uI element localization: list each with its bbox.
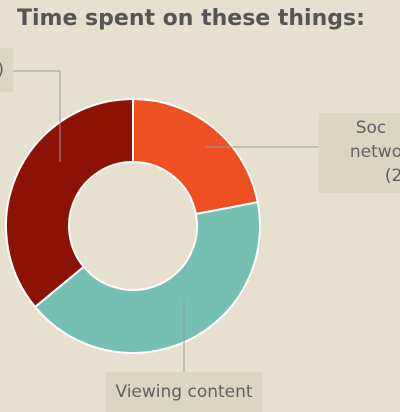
- donut-chart: [0, 0, 400, 400]
- slice-label-social-networking: Soc netwo (22: [319, 113, 400, 193]
- donut-slice-social-networking: [133, 99, 258, 214]
- slice-label-viewing-content: Viewing content: [106, 372, 262, 412]
- slice-label-social-line1: Soc: [356, 116, 387, 140]
- slice-label-social-line3: (22: [385, 164, 400, 188]
- slice-label-other: ): [0, 48, 13, 92]
- donut-slice-other: [6, 99, 133, 307]
- slice-label-social-line2: netwo: [350, 140, 400, 164]
